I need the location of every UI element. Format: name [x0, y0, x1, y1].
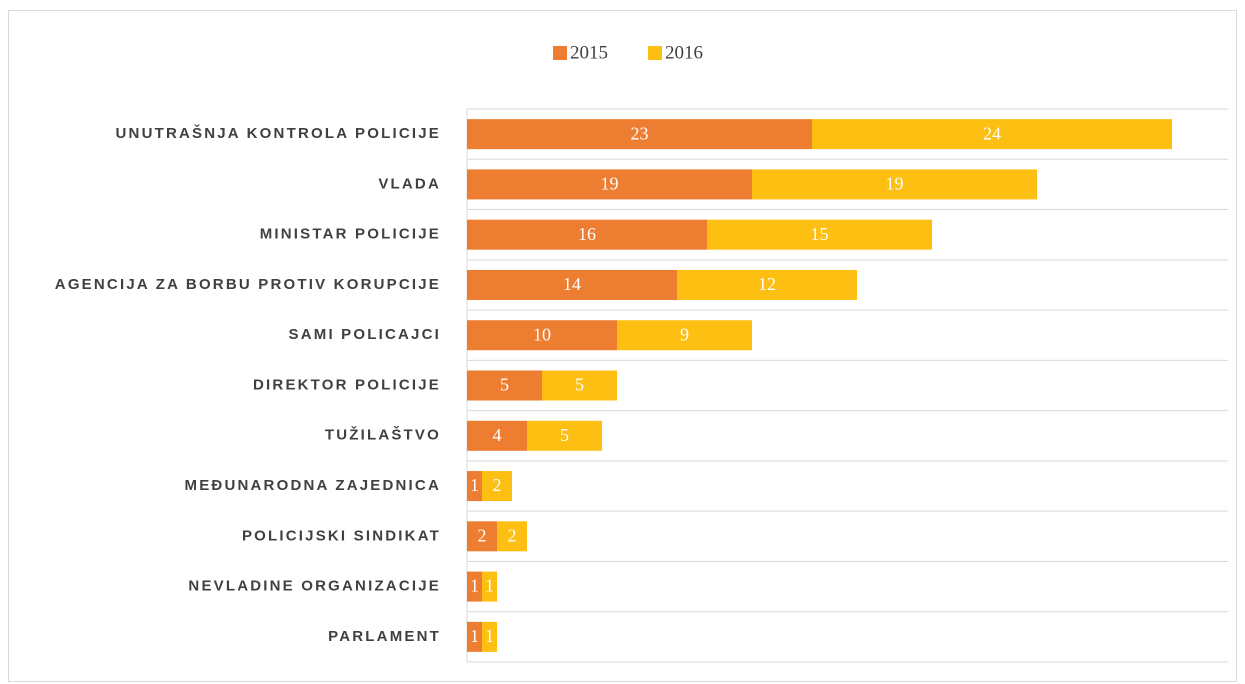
data-label: 5	[500, 375, 509, 395]
bar-segment	[467, 621, 482, 652]
data-label: 9	[680, 324, 689, 344]
data-label: 14	[563, 274, 581, 294]
category-label: DIREKTOR POLICIJE	[253, 376, 441, 393]
data-label: 5	[560, 425, 569, 445]
data-label: 24	[983, 123, 1001, 143]
category-label: AGENCIJA ZA BORBU PROTIV KORUPCIJE	[55, 276, 441, 293]
data-label: 1	[485, 626, 494, 646]
bar-segment	[617, 320, 752, 351]
bar-segment	[542, 370, 617, 401]
data-label: 2	[478, 525, 487, 545]
data-label: 15	[811, 224, 829, 244]
data-label: 1	[485, 576, 494, 596]
legend-label: 2015	[570, 42, 608, 63]
category-label: NEVLADINE ORGANIZACIJE	[188, 578, 441, 595]
bar-segment	[677, 269, 857, 300]
data-label: 16	[578, 224, 596, 244]
category-label: POLICIJSKI SINDIKAT	[242, 527, 441, 544]
data-label: 2	[493, 475, 502, 495]
bar-segment	[467, 169, 752, 200]
category-label: TUŽILAŠTVO	[325, 426, 441, 444]
chart-frame	[8, 10, 1237, 682]
bar-segment	[467, 471, 482, 502]
legend-label: 2016	[665, 42, 703, 63]
category-label: VLADA	[378, 175, 441, 192]
bar-segment	[527, 420, 602, 451]
bar-segment	[467, 119, 812, 150]
bar-segment	[482, 621, 497, 652]
bar-segment	[467, 320, 617, 351]
data-label: 12	[758, 274, 776, 294]
bar-segment	[467, 420, 527, 451]
category-label: PARLAMENT	[328, 628, 441, 645]
bar-segment	[752, 169, 1037, 200]
category-label: UNUTRAŠNJA KONTROLA POLICIJE	[116, 124, 442, 142]
data-label: 10	[533, 324, 551, 344]
bar-segment	[467, 521, 497, 552]
bar-segment	[467, 269, 677, 300]
bar-segment	[482, 471, 512, 502]
data-label: 5	[575, 375, 584, 395]
data-label: 23	[631, 123, 649, 143]
category-label: SAMI POLICAJCI	[289, 326, 441, 343]
bar-segment	[707, 219, 932, 250]
legend-swatch	[553, 46, 567, 60]
bar-segment	[467, 370, 542, 401]
data-label: 1	[470, 576, 479, 596]
data-label: 19	[886, 174, 904, 194]
legend-swatch	[648, 46, 662, 60]
bar-segment	[812, 119, 1172, 150]
data-label: 19	[601, 174, 619, 194]
category-label: MINISTAR POLICIJE	[260, 226, 441, 243]
data-label: 2	[508, 525, 517, 545]
category-label: MEĐUNARODNA ZAJEDNICA	[185, 477, 441, 494]
bar-segment	[482, 571, 497, 602]
bar-segment	[467, 219, 707, 250]
bar-segment	[467, 571, 482, 602]
bar-segment	[497, 521, 527, 552]
data-label: 4	[493, 425, 502, 445]
data-label: 1	[470, 475, 479, 495]
data-label: 1	[470, 626, 479, 646]
